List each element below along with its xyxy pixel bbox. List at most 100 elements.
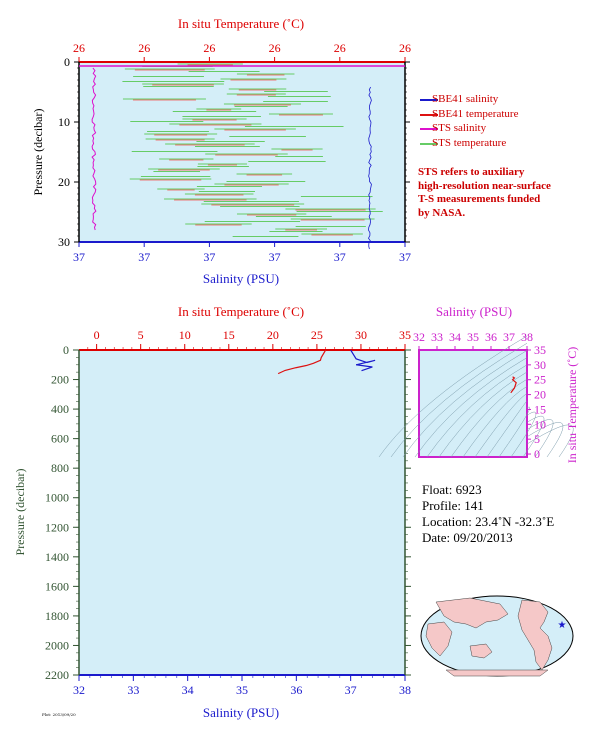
top-profile-lines [79,63,405,250]
density-contour [474,393,528,458]
legend-swatch [420,99,438,101]
main-pressure-tick-label: 200 [51,373,69,387]
float-id: Float: 6923 [422,482,482,497]
note-line: T-S measurements funded [418,193,541,205]
salinity-profile-line [350,349,376,372]
map-land-americas [517,599,553,671]
main-bottom-axis-title: Salinity (PSU) [203,705,279,720]
ts-right-axis-title: In situ Temperature (˚C) [565,347,579,464]
density-contour [450,378,528,458]
main-pressure-tick-label: 400 [51,402,69,416]
top-sal-tick-label: 37 [73,250,85,264]
legend-swatch [420,142,438,145]
top-top-axis-title: In situ Temperature (˚C) [178,16,304,31]
ts-top-axis-title: Salinity (PSU) [436,304,512,319]
map-land-africa [425,621,453,657]
density-contour [486,400,528,458]
main-pressure-tick-label: 1800 [45,609,69,623]
top-plot-area [78,61,406,243]
ts-temp-tick-label: 15 [534,402,546,416]
profile-number: Profile: 141 [422,498,484,513]
main-pressure-tick-label: 1000 [45,491,69,505]
main-pressure-tick-label: 2000 [45,638,69,652]
float-location-star: ★ [558,620,567,631]
legend-label: STS salinity [432,122,487,134]
main-sal-tick-label: 38 [399,683,411,697]
note-line: STS refers to auxiliary [418,166,525,178]
ts-sal-tick-label: 35 [467,330,479,344]
main-temp-tick-label: 25 [311,328,323,342]
legend-label: SBE41 salinity [432,93,499,105]
top-sal-tick-label: 37 [334,250,346,264]
top-sal-tick-label: 37 [399,250,411,264]
main-sal-tick-label: 35 [236,683,248,697]
profile-date: Date: 09/20/2013 [422,530,513,545]
main-pressure-tick-label: 2200 [45,668,69,682]
main-pressure-tick-label: 1600 [45,579,69,593]
map-land-eurasia [435,597,509,629]
legend-swatch [420,113,438,116]
main-pressure-tick-label: 1200 [45,520,69,534]
main-temp-tick-label: 5 [138,328,144,342]
main-pressure-tick-label: 0 [63,343,69,357]
top-left-axis-title: Pressure (decibar) [31,109,45,196]
sts-note: STS refers to auxiliary high-resolution … [418,166,551,220]
map-land-australia [469,643,493,659]
density-contour [498,406,531,458]
density-contour [426,364,528,458]
top-sal-tick-label: 37 [203,250,215,264]
ts-sal-tick-label: 33 [431,330,443,344]
top-temp-tick-label: 26 [138,41,150,55]
note-line: by NASA. [418,206,466,219]
ts-temp-tick-label: 5 [534,432,540,446]
main-temp-tick-label: 20 [267,328,279,342]
ts-temp-tick-label: 30 [534,358,546,372]
top-temp-tick-label: 26 [203,41,215,55]
ts-sal-tick-label: 37 [503,330,515,344]
legend-label: STS temperature [432,136,507,149]
ts-sal-tick-label: 32 [413,330,425,344]
float-location: Location: 23.4˚N -32.3˚E [422,514,555,529]
ts-temp-tick-label: 35 [534,343,546,357]
main-top-axis-title: In situ Temperature (˚C) [178,304,304,319]
world-map: ★ [420,595,574,677]
top-panel: 26 26 26 26 26 26 37 37 37 37 37 37 0 10 20 30 In situ … [31,16,411,286]
main-temp-tick-label: 0 [94,328,100,342]
top-ticks: 26 26 26 26 26 26 37 37 37 37 37 37 0 10 20 30 [58,41,411,264]
ts-plot-area [418,349,528,458]
map-land-antarctica [445,669,549,677]
top-pressure-tick-label: 30 [58,235,70,249]
top-pressure-tick-label: 10 [58,115,70,129]
top-pressure-tick-label: 20 [58,175,70,189]
float-info: Float: 6923 Profile: 141 Location: 23.4˚… [422,482,554,546]
main-sal-tick-label: 34 [182,683,194,697]
ts-temp-tick-label: 10 [534,417,546,431]
density-contour [462,386,528,458]
ts-temp-tick-label: 25 [534,373,546,387]
main-temp-tick-label: 30 [355,328,367,342]
top-temp-tick-label: 26 [73,41,85,55]
density-contour [522,415,545,458]
density-contour [414,357,528,458]
main-sal-tick-label: 37 [345,683,357,697]
top-bottom-axis-title: Salinity (PSU) [203,271,279,286]
temperature-profile-line [277,349,327,375]
top-temp-tick-label: 26 [399,41,411,55]
top-sal-tick-label: 37 [269,250,281,264]
legend-swatch [420,128,438,130]
main-temp-tick-label: 35 [399,328,411,342]
main-left-axis-title: Pressure (decibar) [13,469,27,556]
main-sal-tick-label: 32 [73,683,85,697]
density-contour [390,342,528,458]
ts-sal-tick-label: 36 [485,330,497,344]
main-ticks: 0 5 10 15 20 25 30 35 32 33 34 35 36 37 38 0 200 400 600 80… [45,328,411,697]
main-sal-tick-label: 33 [127,683,139,697]
top-sal-tick-label: 37 [138,250,150,264]
main-pressure-tick-label: 1400 [45,550,69,564]
ts-temp-tick-label: 20 [534,388,546,402]
footer-note: Plot: 2013/09/20 [42,712,76,717]
main-pressure-tick-label: 800 [51,461,69,475]
